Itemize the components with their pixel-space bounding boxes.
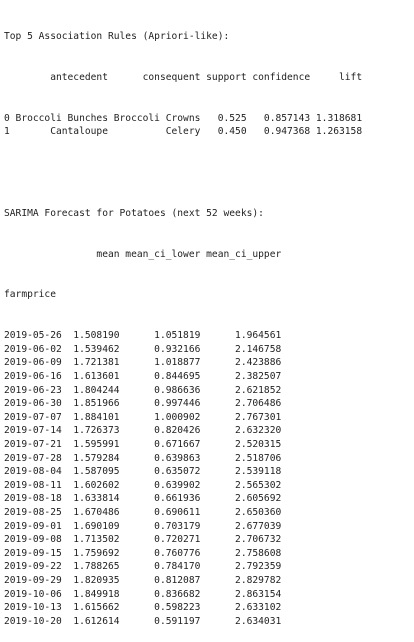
forecast-row: 2019-10-13 1.615662 0.598223 2.633102 <box>4 602 282 614</box>
forecast-row: 2019-06-16 1.613601 0.844695 2.382507 <box>4 371 282 383</box>
association-header-row: antecedent consequent support confidence… <box>4 71 363 83</box>
association-row: 0 Broccoli Bunches Broccoli Crowns 0.525… <box>4 112 363 124</box>
forecast-row: 2019-06-09 1.721381 1.018877 2.423886 <box>4 357 282 369</box>
forecast-row: 2019-08-04 1.587095 0.635072 2.539118 <box>4 466 282 478</box>
forecast-row: 2019-07-28 1.579284 0.639863 2.518706 <box>4 452 282 464</box>
forecast-row: 2019-08-11 1.602602 0.639902 2.565302 <box>4 479 282 491</box>
forecast-row: 2019-06-23 1.804244 0.986636 2.621852 <box>4 384 282 396</box>
forecast-title: SARIMA Forecast for Potatoes (next 52 we… <box>4 207 264 219</box>
spacer <box>4 166 362 180</box>
forecast-row: 2019-06-02 1.539462 0.932166 2.146758 <box>4 343 282 355</box>
association-title: Top 5 Association Rules (Apriori-like): <box>4 31 230 43</box>
forecast-row: 2019-06-30 1.851966 0.997446 2.706486 <box>4 398 282 410</box>
association-row: 1 Cantaloupe Celery 0.450 0.947368 1.263… <box>4 126 363 138</box>
console-output: Top 5 Association Rules (Apriori-like): … <box>4 3 362 642</box>
forecast-rows: 2019-05-26 1.508190 1.051819 1.964561 201… <box>4 329 362 628</box>
forecast-row: 2019-10-20 1.612614 0.591197 2.634031 <box>4 615 282 627</box>
forecast-row: 2019-07-07 1.884101 1.000902 2.767301 <box>4 411 282 423</box>
forecast-index-name-row: farmprice <box>4 289 56 301</box>
forecast-row: 2019-09-29 1.820935 0.812087 2.829782 <box>4 574 282 586</box>
association-rows: 0 Broccoli Bunches Broccoli Crowns 0.525… <box>4 112 362 139</box>
forecast-row: 2019-08-18 1.633814 0.661936 2.605692 <box>4 493 282 505</box>
forecast-row: 2019-09-08 1.713502 0.720271 2.706732 <box>4 534 282 546</box>
forecast-row: 2019-08-25 1.670486 0.690611 2.650360 <box>4 506 282 518</box>
forecast-row: 2019-07-14 1.726373 0.820426 2.632320 <box>4 425 282 437</box>
forecast-row: 2019-09-22 1.788265 0.784170 2.792359 <box>4 561 282 573</box>
forecast-row: 2019-05-26 1.508190 1.051819 1.964561 <box>4 330 282 342</box>
forecast-header-row: mean mean_ci_lower mean_ci_upper <box>4 248 282 260</box>
forecast-row: 2019-07-21 1.595991 0.671667 2.520315 <box>4 439 282 450</box>
forecast-row: 2019-10-06 1.849918 0.836682 2.863154 <box>4 588 282 600</box>
forecast-row: 2019-09-15 1.759692 0.760776 2.758608 <box>4 547 282 559</box>
forecast-row: 2019-09-01 1.690109 0.703179 2.677039 <box>4 520 282 532</box>
